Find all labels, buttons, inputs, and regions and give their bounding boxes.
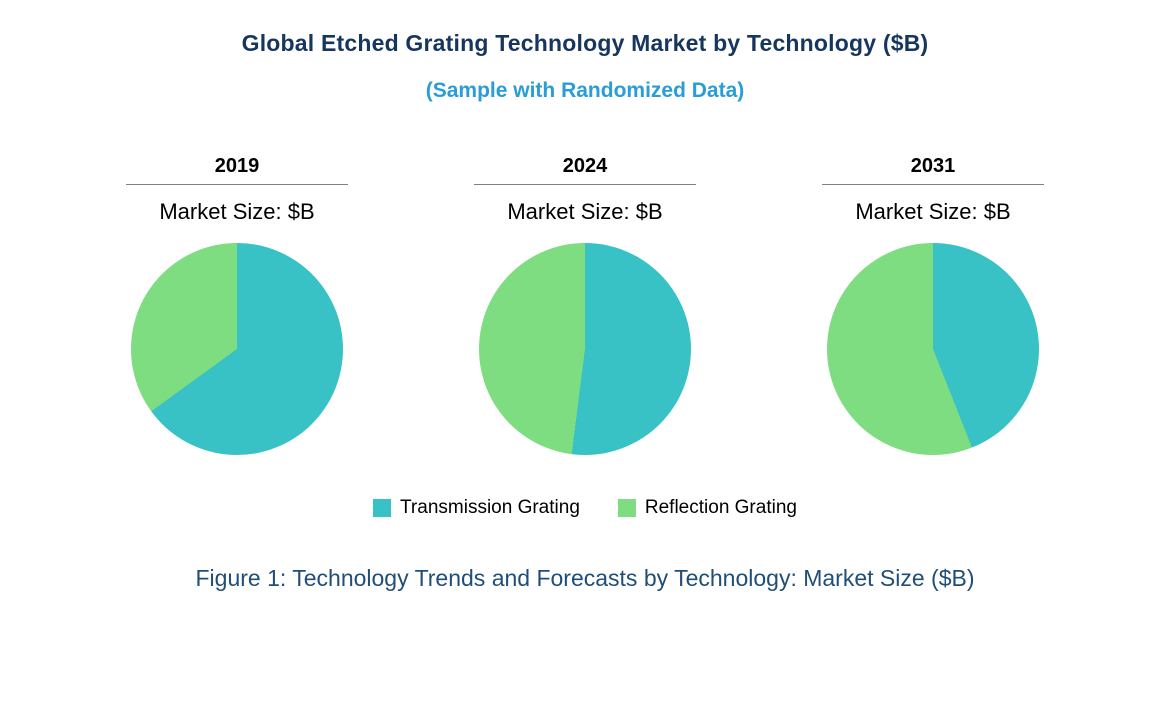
market-size-label: Market Size: $B [855, 199, 1011, 224]
year-label: 2019 [214, 155, 260, 177]
transmission-grating-swatch-icon [373, 499, 392, 517]
year-header-2019: 2019 [126, 155, 348, 185]
legend: Transmission Grating Reflection Grating [0, 497, 1170, 519]
market-size-label: Market Size: $B [159, 199, 315, 224]
chart-column-2024: 2024 Market Size: $B [411, 155, 759, 455]
pie-chart-2019 [131, 243, 343, 455]
legend-label: Transmission Grating [400, 497, 580, 518]
charts-row: 2019 Market Size: $B 2024 Market Size: $… [0, 155, 1170, 455]
pie-chart-2031 [827, 243, 1039, 455]
figure-caption: Figure 1: Technology Trends and Forecast… [195, 565, 975, 591]
chart-column-2019: 2019 Market Size: $B [63, 155, 411, 455]
year-label: 2024 [562, 155, 608, 177]
page-title: Global Etched Grating Technology Market … [241, 30, 929, 56]
legend-label: Reflection Grating [644, 497, 797, 518]
reflection-grating-swatch-icon [617, 499, 636, 517]
year-header-2031: 2031 [822, 155, 1044, 185]
legend-item-transmission: Transmission Grating [373, 497, 580, 519]
chart-column-2031: 2031 Market Size: $B [759, 155, 1107, 455]
year-header-2024: 2024 [474, 155, 696, 185]
year-label: 2031 [910, 155, 956, 177]
legend-item-reflection: Reflection Grating [617, 497, 797, 519]
pie-chart-2024 [479, 243, 691, 455]
market-size-label: Market Size: $B [507, 199, 663, 224]
page-subtitle: (Sample with Randomized Data) [425, 79, 745, 102]
